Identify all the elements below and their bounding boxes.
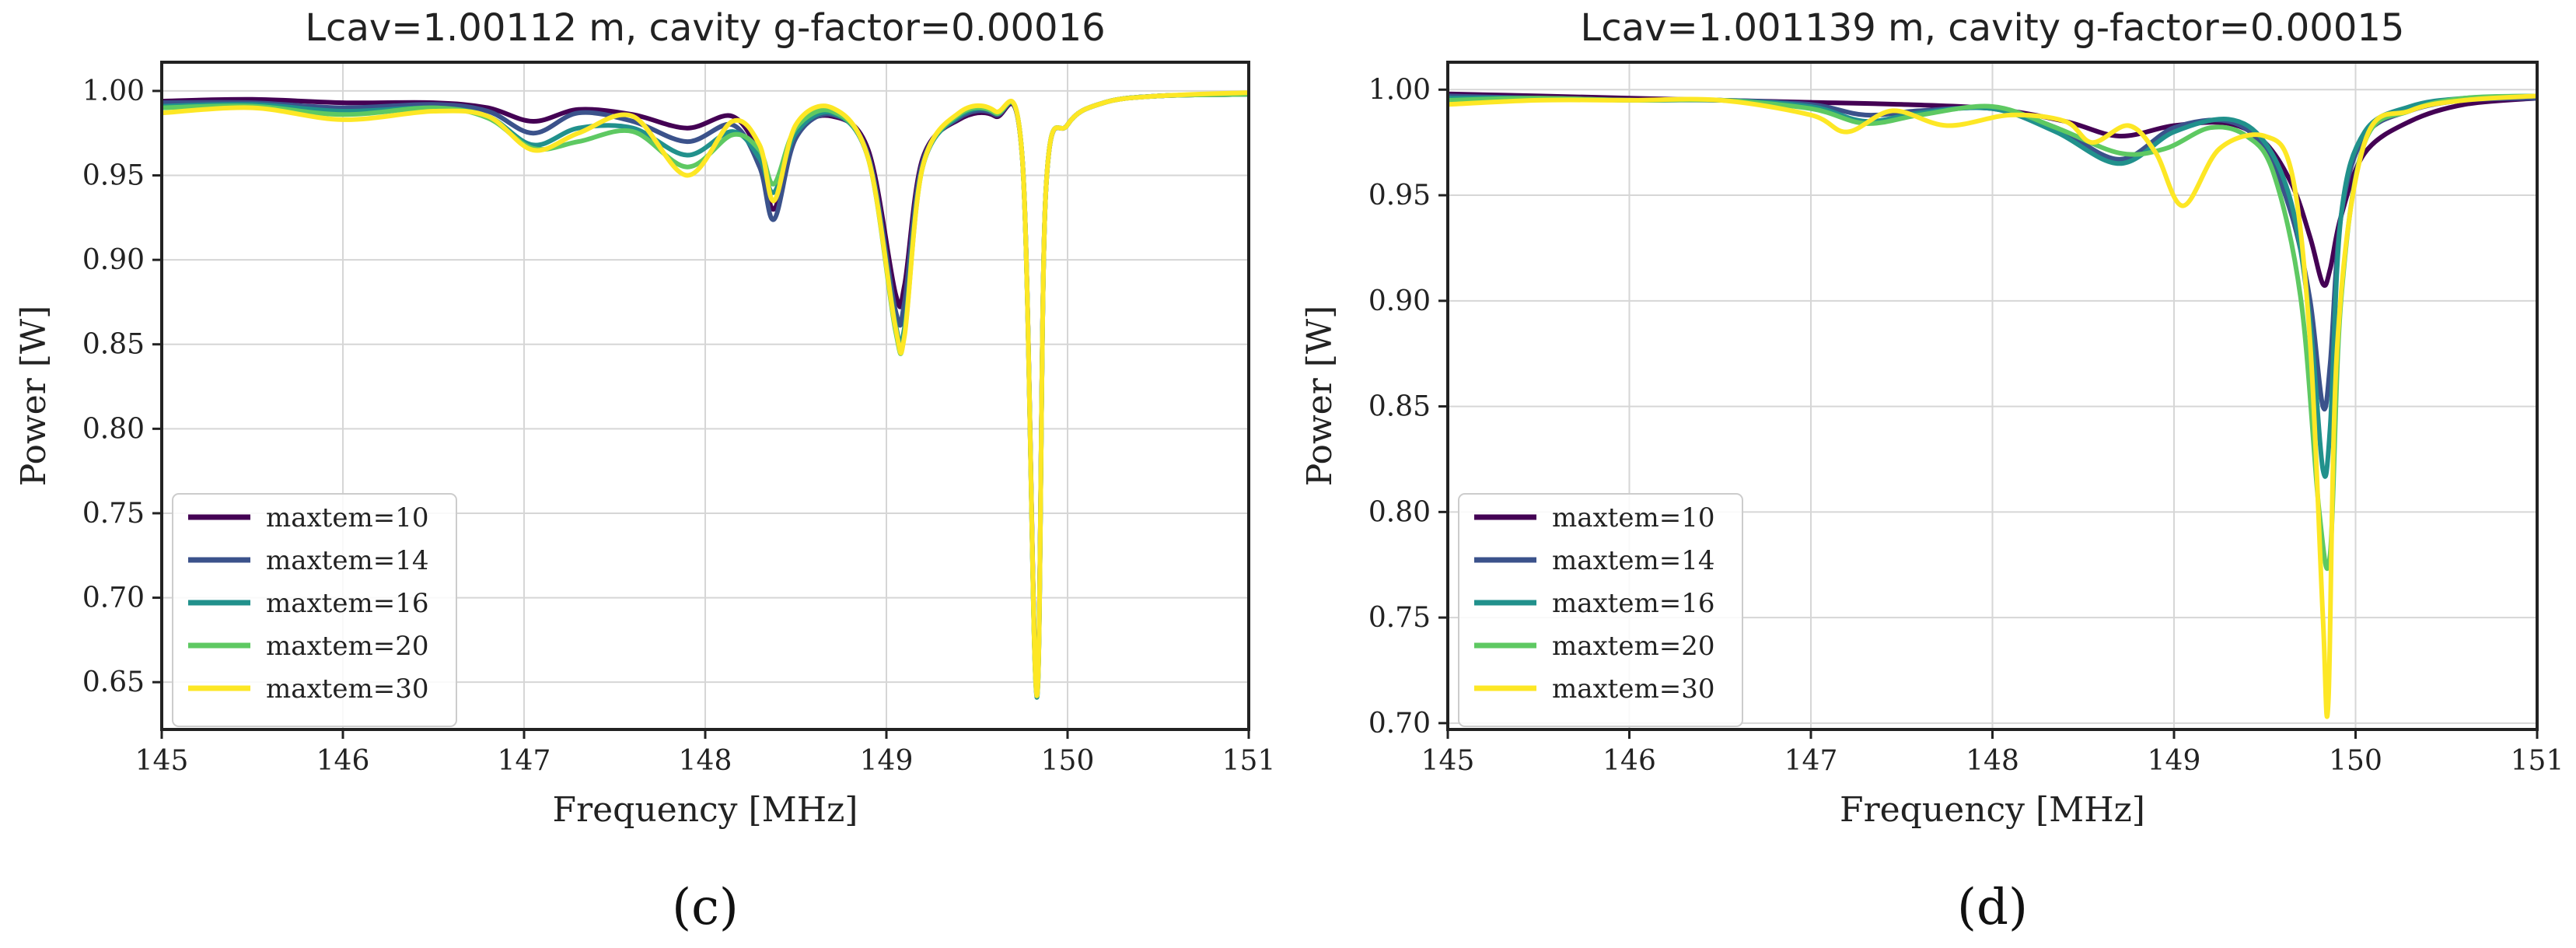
- legend-label: maxtem=16: [1552, 588, 1714, 619]
- panel-label: (c): [672, 879, 739, 936]
- y-tick-label: 0.70: [82, 582, 145, 614]
- legend-label: maxtem=14: [266, 545, 428, 576]
- x-tick-label: 146: [1603, 745, 1656, 777]
- legend-box: [1458, 493, 1743, 727]
- x-tick-label: 151: [1222, 745, 1276, 777]
- legend-label: maxtem=30: [266, 673, 428, 705]
- legend-label: maxtem=30: [1552, 673, 1714, 705]
- y-tick-label: 1.00: [82, 75, 145, 107]
- series-group: [162, 90, 1249, 700]
- x-tick-label: 148: [679, 745, 732, 777]
- x-tick-label: 148: [1966, 745, 2019, 777]
- legend-label: maxtem=10: [1552, 502, 1714, 533]
- series-group: [1448, 91, 2537, 719]
- chart-panel-d: 145 146 147 148 149 150 151 0.70 0.75 0.80 0.85 0.9…: [1300, 6, 2564, 936]
- x-tick-label: 149: [2148, 745, 2201, 777]
- y-tick-label: 0.80: [82, 413, 145, 445]
- series-line-maxtem-30: [1448, 93, 2537, 719]
- x-tick-label: 150: [2329, 745, 2382, 777]
- y-tick-label: 0.85: [82, 329, 145, 361]
- legend-label: maxtem=20: [266, 631, 428, 662]
- x-tick-label: 151: [2511, 745, 2564, 777]
- y-tick-label: 0.90: [82, 244, 145, 276]
- y-tick-label: 0.65: [82, 666, 145, 698]
- chart-title: Lcav=1.00112 m, cavity g-factor=0.00016: [305, 6, 1105, 50]
- legend-box: [172, 493, 457, 727]
- x-axis-label: Frequency [MHz]: [1840, 790, 2145, 830]
- chart-panel-c: 145 146 147 148 149 150 151 0.65 0.70 0.75 0.80 0.8…: [14, 6, 1275, 936]
- y-tick-label: 0.70: [1368, 708, 1431, 740]
- x-tick-label: 145: [135, 745, 189, 777]
- legend-label: maxtem=16: [266, 588, 428, 619]
- y-axis-label: Power [W]: [1300, 306, 1340, 487]
- y-tick-label: 0.75: [1368, 602, 1431, 634]
- series-line-maxtem-30: [162, 90, 1249, 698]
- legend-label: maxtem=10: [266, 502, 428, 533]
- y-tick-label: 0.80: [1368, 496, 1431, 528]
- y-tick-label: 0.95: [82, 160, 145, 192]
- x-axis-label: Frequency [MHz]: [553, 790, 858, 830]
- x-tick-label: 150: [1041, 745, 1095, 777]
- panel-label: (d): [1957, 879, 2028, 936]
- y-tick-label: 0.85: [1368, 391, 1431, 423]
- legend-label: maxtem=20: [1552, 631, 1714, 662]
- legend-label: maxtem=14: [1552, 545, 1714, 576]
- x-tick-label: 146: [316, 745, 370, 777]
- x-tick-label: 147: [498, 745, 551, 777]
- x-tick-label: 147: [1784, 745, 1838, 777]
- x-tick-label: 145: [1421, 745, 1475, 777]
- chart-title: Lcav=1.001139 m, cavity g-factor=0.00015: [1581, 6, 2405, 50]
- y-tick-label: 0.90: [1368, 285, 1431, 317]
- y-axis-label: Power [W]: [14, 306, 54, 487]
- y-tick-label: 0.95: [1368, 180, 1431, 212]
- x-tick-label: 149: [860, 745, 914, 777]
- y-tick-label: 1.00: [1368, 74, 1431, 106]
- y-tick-label: 0.75: [82, 498, 145, 530]
